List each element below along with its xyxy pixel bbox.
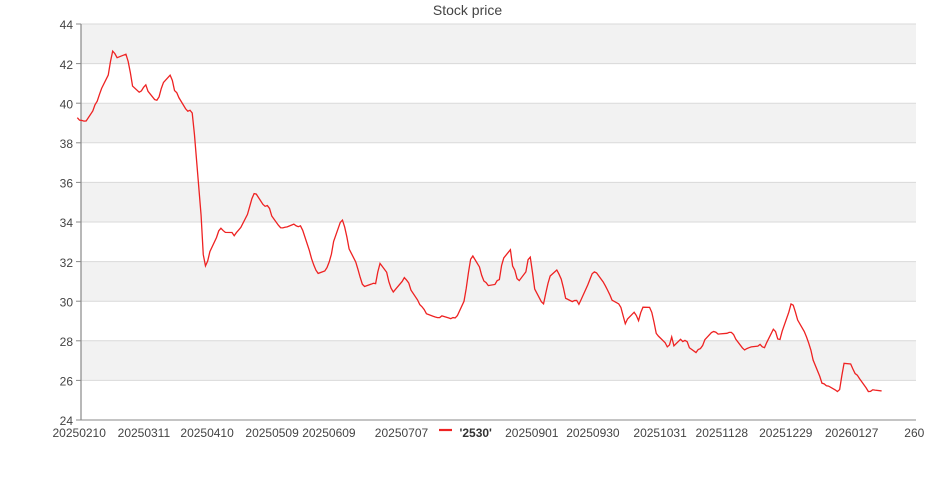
svg-text:20251128: 20251128 (696, 426, 749, 440)
svg-text:28: 28 (60, 335, 74, 349)
svg-text:20250311: 20250311 (118, 426, 171, 440)
svg-text:20250707: 20250707 (375, 426, 429, 440)
svg-text:20250509: 20250509 (245, 426, 299, 440)
svg-text:36: 36 (60, 177, 74, 191)
svg-text:32: 32 (60, 256, 74, 270)
svg-text:260: 260 (904, 426, 924, 440)
svg-text:20250930: 20250930 (566, 426, 620, 440)
svg-text:20250410: 20250410 (180, 426, 234, 440)
svg-text:20250210: 20250210 (53, 426, 107, 440)
svg-text:20250901: 20250901 (505, 426, 559, 440)
svg-text:'2530': '2530' (460, 426, 493, 440)
svg-text:20251229: 20251229 (759, 426, 813, 440)
svg-text:38: 38 (60, 137, 74, 151)
svg-text:40: 40 (60, 97, 74, 111)
svg-text:30: 30 (60, 295, 74, 309)
svg-text:20260127: 20260127 (825, 426, 879, 440)
svg-text:42: 42 (60, 58, 74, 72)
svg-text:44: 44 (60, 18, 74, 32)
svg-text:20250609: 20250609 (302, 426, 356, 440)
svg-text:20251031: 20251031 (633, 426, 687, 440)
svg-text:26: 26 (60, 375, 74, 389)
svg-text:34: 34 (60, 216, 74, 230)
